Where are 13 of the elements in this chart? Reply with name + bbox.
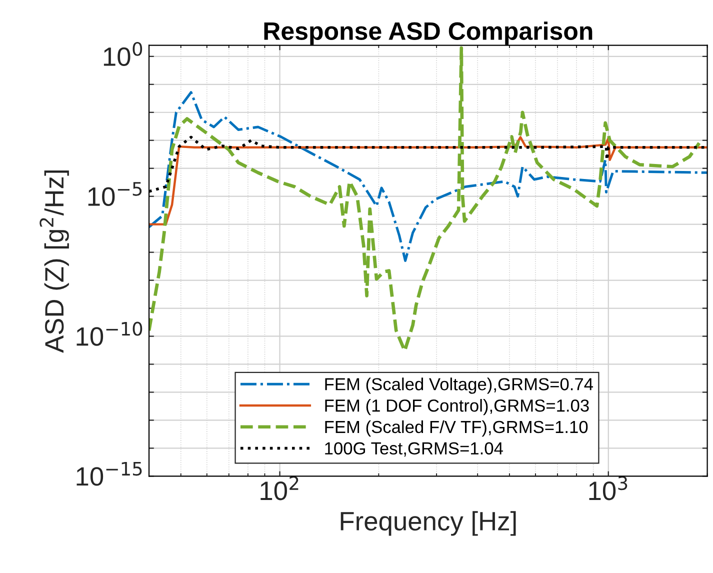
y-tick-label: 10$^{−5}$ bbox=[88, 182, 142, 206]
legend-label: FEM (Scaled F/V TF),GRMS=1.10 bbox=[325, 420, 588, 437]
x-tick-label: 10$^{3}$ bbox=[589, 476, 628, 500]
legend-label: 100G Test,GRMS=1.04 bbox=[325, 442, 503, 457]
y-tick-label: 10$^{0}$ bbox=[104, 42, 142, 66]
y-tick-label: 10$^{−10}$ bbox=[76, 322, 142, 346]
x-axis-title: Frequency [Hz] bbox=[340, 511, 516, 536]
chart-title: Response ASD Comparison bbox=[264, 22, 592, 45]
y-tick-label: 10$^{−15}$ bbox=[76, 462, 142, 486]
legend-label: FEM (Scaled Voltage),GRMS=0.74 bbox=[325, 378, 594, 394]
legend-label: FEM (1 DOF Control),GRMS=1.03 bbox=[325, 398, 589, 416]
x-tick-label: 10$^{2}$ bbox=[260, 476, 298, 500]
y-axis-title: ASD (Z) [g$^{2}$/Hz] bbox=[40, 170, 69, 353]
